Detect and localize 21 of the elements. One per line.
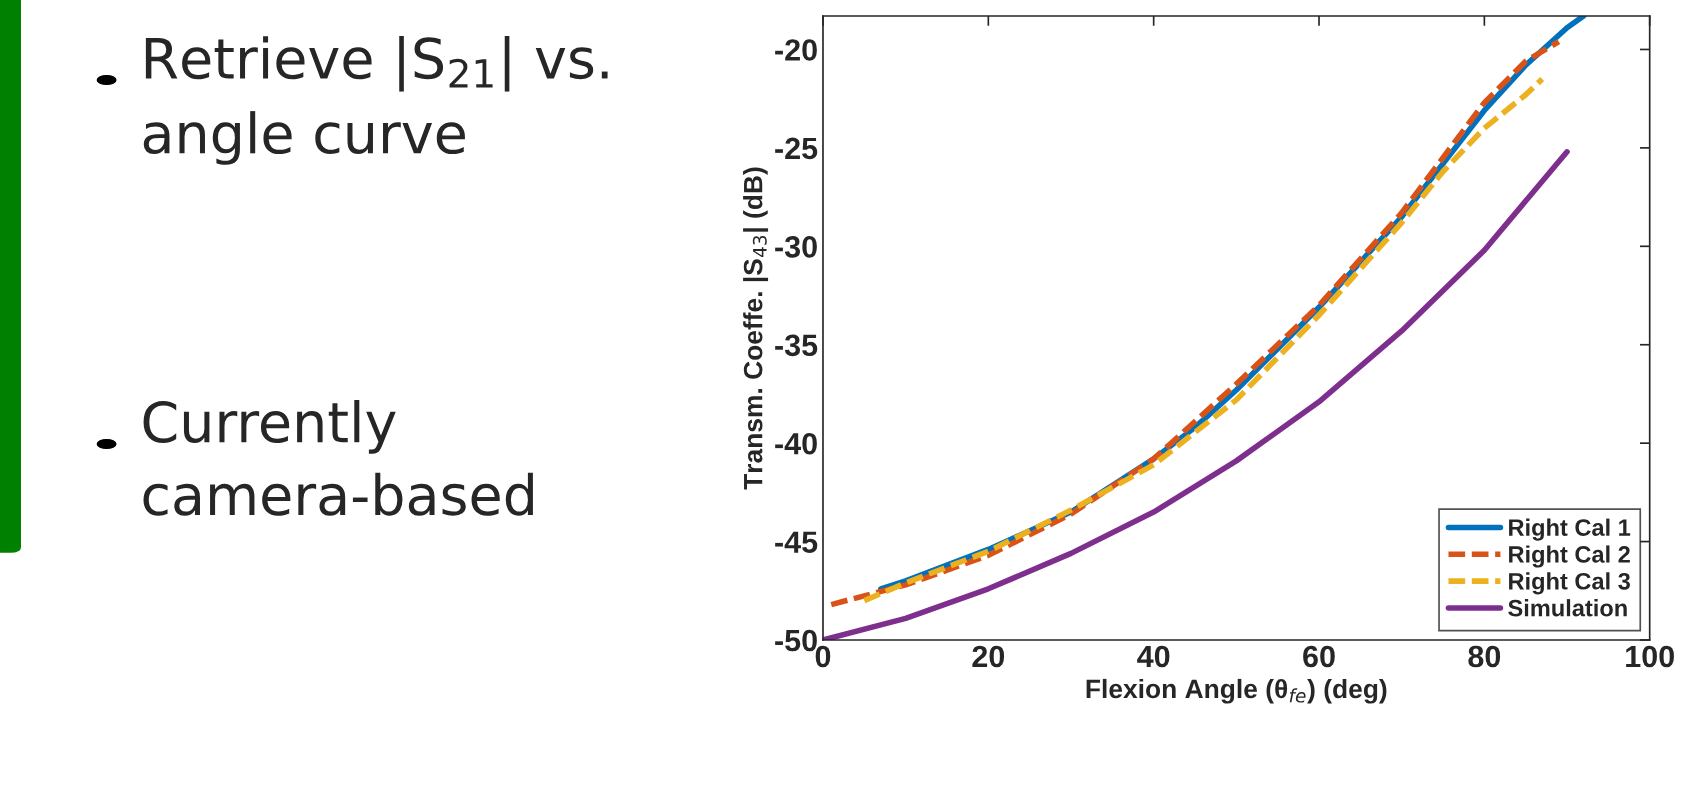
y-tick-label: -40 (775, 432, 817, 455)
x-tick-label: 60 (1303, 645, 1335, 668)
x-tick-label: 20 (972, 645, 1005, 668)
legend-label: Right Cal 2 (1509, 545, 1630, 568)
y-tick-label: -20 (775, 39, 817, 61)
x-axis-title: Flexion Angle (θ$_{fe}$) (deg) (1086, 678, 1387, 704)
x-tick-label: 80 (1468, 645, 1501, 668)
y-tick-label: -30 (775, 236, 817, 258)
y-tick-label: -35 (775, 334, 818, 357)
legend-label: Right Cal 1 (1509, 518, 1631, 541)
x-tick-label: 100 (1626, 645, 1674, 668)
text: Retrieve |S$_{21}$| vs. angle curve (143, 36, 608, 165)
legend-label: Simulation (1508, 599, 1627, 617)
y-tick-label: -25 (775, 137, 818, 160)
legend-label: Right Cal 3 (1509, 572, 1630, 595)
y-axis-title: Transm. Coeffe. |S$_{43}$| (dB) (743, 167, 769, 490)
y-tick-label: -50 (775, 629, 817, 652)
y-tick-label: -45 (775, 531, 818, 553)
text: Currently camera-based (143, 400, 533, 516)
x-tick-label: 0 (815, 645, 831, 668)
x-tick-label: 40 (1137, 645, 1170, 668)
